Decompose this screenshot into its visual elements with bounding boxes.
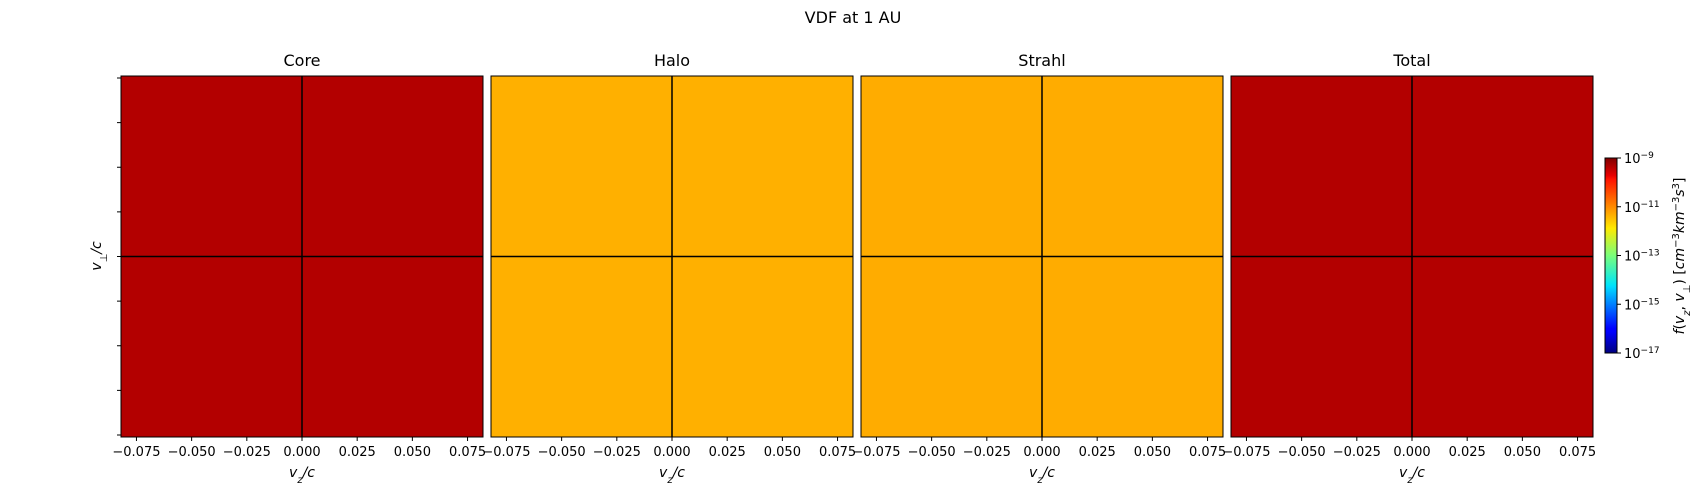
colorbar-tick-label: 10−15 — [1624, 297, 1660, 313]
x-tick-label: 0.050 — [1504, 445, 1541, 460]
x-tick-label: 0.050 — [1134, 445, 1171, 460]
x-axis-label-rest: /c — [301, 465, 316, 481]
svg-text:v⊥/c: v⊥/c — [89, 241, 110, 271]
x-tick-label: 0.000 — [653, 445, 690, 460]
x-axis-label: vz/c — [289, 465, 315, 486]
x-tick-label: −0.075 — [852, 445, 900, 460]
x-tick-label: 0.025 — [1449, 445, 1486, 460]
x-axis-label-subscript: z — [1036, 475, 1043, 486]
x-tick-label: −0.075 — [482, 445, 530, 460]
x-tick-label: 0.075 — [1189, 445, 1226, 460]
panel-halo: Halo −0.075 −0.050 −0.025 0.000 0.025 0.050 0.0… — [482, 51, 856, 486]
x-axis-label-subscript: z — [296, 475, 303, 486]
panels: Core −0.075 −0.050 −0.025 0.000 0.025 0.050 0.0… — [112, 51, 1596, 486]
colorbar-tick-label: 10−13 — [1624, 249, 1660, 265]
x-axis-label-rest: /c — [671, 465, 686, 481]
x-axis-label: vz/c — [659, 465, 685, 486]
y-axis-label-rest: /c — [89, 241, 105, 256]
x-axis-label: vz/c — [1399, 465, 1425, 486]
colorbar-tick-label: 10−11 — [1624, 200, 1660, 216]
x-tick-label: −0.075 — [1222, 445, 1270, 460]
panel-strahl: Strahl −0.075 −0.050 −0.025 0.000 0.025 0.050 0… — [852, 51, 1226, 486]
x-tick-label: 0.000 — [1393, 445, 1430, 460]
colorbar-tick-label: 10−17 — [1624, 346, 1660, 362]
x-axis-label: vz/c — [1029, 465, 1055, 486]
x-tick-label: 0.000 — [1023, 445, 1060, 460]
x-tick-label: 0.025 — [709, 445, 746, 460]
x-tick-label: −0.025 — [1333, 445, 1381, 460]
colorbar-gradient — [1604, 157, 1618, 354]
x-axis-label-rest: /c — [1411, 465, 1426, 481]
x-tick-label: 0.075 — [1559, 445, 1596, 460]
x-tick-label: 0.025 — [339, 445, 376, 460]
x-tick-label: 0.050 — [764, 445, 801, 460]
panel-total: Total −0.075 −0.050 −0.025 0.000 0.025 0.050 0.… — [1222, 51, 1596, 486]
x-tick-label: −0.050 — [168, 445, 216, 460]
panel-title: Core — [283, 51, 320, 70]
x-tick-label: 0.000 — [283, 445, 320, 460]
panel-core: Core −0.075 −0.050 −0.025 0.000 0.025 0.050 0.0… — [112, 51, 486, 486]
x-tick-label: −0.050 — [1278, 445, 1326, 460]
x-tick-label: −0.075 — [112, 445, 160, 460]
x-axis-label-rest: /c — [1041, 465, 1056, 481]
colorbar-ticks: 10−9 10−11 10−13 10−15 10−17 — [1617, 151, 1660, 362]
x-axis-label-subscript: z — [666, 475, 673, 486]
x-tick-label: −0.050 — [538, 445, 586, 460]
x-tick-label: 0.025 — [1079, 445, 1116, 460]
panel-title: Strahl — [1018, 51, 1065, 70]
svg-text:f(vz, v⊥) [cm−3km−3s3]: f(vz, v⊥) [cm−3km−3s3] — [1671, 178, 1693, 335]
x-tick-label: 0.075 — [819, 445, 856, 460]
panel-title: Halo — [654, 51, 690, 70]
x-tick-label: −0.025 — [963, 445, 1011, 460]
colorbar-tick-label: 10−9 — [1624, 151, 1654, 167]
colorbar: 10−9 10−11 10−13 10−15 10−17 f(vz, v⊥) [cm−3… — [1604, 151, 1693, 362]
x-tick-label: 0.050 — [394, 445, 431, 460]
x-tick-label: −0.025 — [593, 445, 641, 460]
x-tick-label: −0.025 — [223, 445, 271, 460]
y-axis-label: v⊥/c — [89, 241, 110, 271]
panel-title: Total — [1392, 51, 1430, 70]
x-axis-label-subscript: z — [1406, 475, 1413, 486]
colorbar-label: f(vz, v⊥) [cm−3km−3s3] — [1671, 178, 1693, 335]
y-axis-label-subscript: ⊥ — [99, 254, 110, 263]
figure-title: VDF at 1 AU — [805, 8, 902, 27]
x-tick-label: −0.050 — [908, 445, 956, 460]
x-tick-label: 0.075 — [449, 445, 486, 460]
